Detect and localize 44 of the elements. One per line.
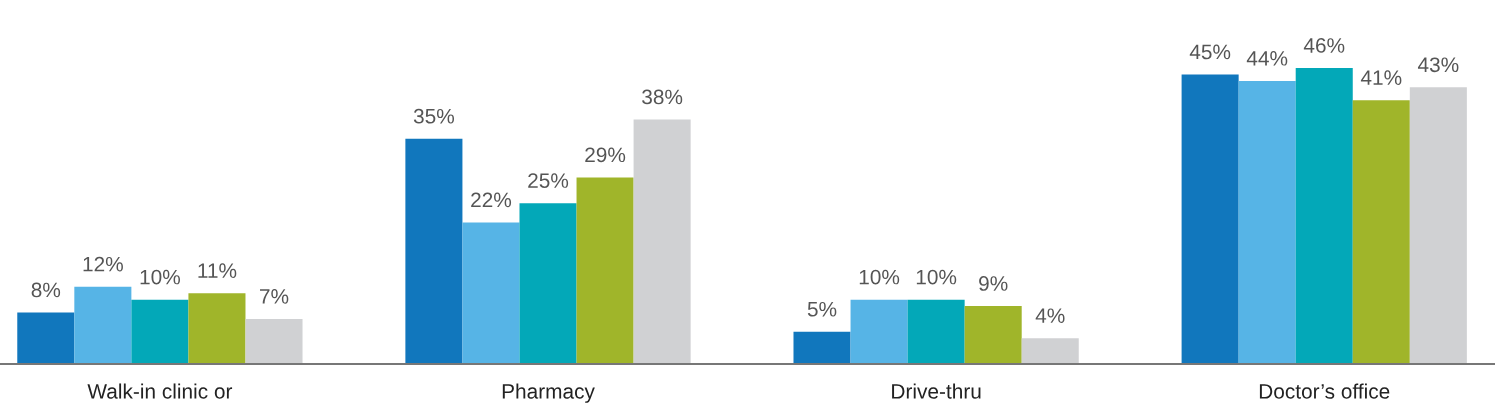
data-label: 25% <box>528 173 569 188</box>
x-tick-label: Doctor’s office <box>1259 383 1390 399</box>
bar <box>519 203 577 364</box>
data-label: 38% <box>642 89 683 105</box>
bar <box>131 299 189 364</box>
bar <box>850 299 908 364</box>
data-label: 41% <box>1360 70 1402 85</box>
data-label: 35% <box>413 108 455 124</box>
bar <box>793 331 851 364</box>
data-label: 10% <box>916 269 957 285</box>
x-tick-label: Pharmacy <box>502 383 595 403</box>
bar <box>964 306 1022 364</box>
data-label: 10% <box>859 269 900 285</box>
bar <box>405 138 463 364</box>
bar <box>633 119 691 364</box>
data-label: 11% <box>198 263 237 278</box>
bar <box>1295 68 1353 364</box>
bar <box>1021 338 1079 364</box>
bar <box>74 286 132 364</box>
data-label: 5% <box>807 301 837 317</box>
bar <box>907 299 965 364</box>
bar <box>1352 100 1410 364</box>
data-label: 46% <box>1303 38 1345 53</box>
bar <box>17 312 75 364</box>
data-label: 7% <box>260 289 289 304</box>
data-label: 8% <box>31 282 61 298</box>
bar <box>245 318 303 364</box>
data-label: 22% <box>471 192 512 208</box>
x-tick-label: Drive-thru <box>892 383 981 399</box>
data-label: 9% <box>979 276 1008 291</box>
x-tick-label: Walk-in clinic or <box>87 383 233 399</box>
bar <box>576 177 634 364</box>
bar <box>1409 87 1467 364</box>
bar <box>1181 74 1239 364</box>
data-label: 4% <box>1035 308 1065 323</box>
data-label: 43% <box>1417 57 1459 73</box>
data-label: 10% <box>140 269 181 285</box>
data-label: 12% <box>83 256 123 272</box>
bar <box>462 222 520 364</box>
bar <box>188 293 246 364</box>
data-label: 44% <box>1246 51 1288 66</box>
bar <box>1238 80 1296 364</box>
data-label: 45% <box>1189 44 1231 60</box>
data-label: 29% <box>585 147 626 163</box>
